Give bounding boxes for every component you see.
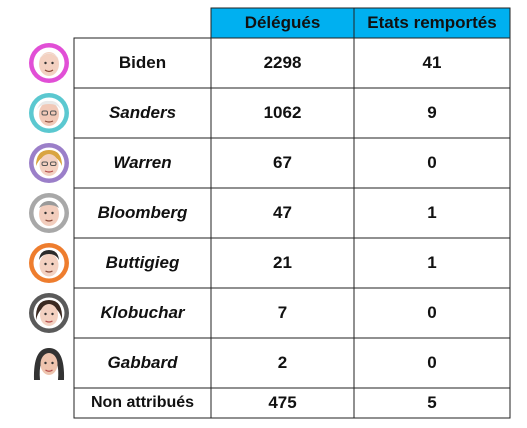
biden-avatar-icon	[28, 42, 70, 84]
states-won-value: 5	[427, 393, 437, 412]
candidate-name: Klobuchar	[100, 303, 185, 322]
candidate-name: Biden	[118, 53, 167, 72]
unassigned-label: Non attribués	[90, 394, 195, 411]
delegates-value: 2	[277, 353, 288, 372]
states-won-value: 0	[427, 353, 437, 372]
delegates-value: 67	[273, 153, 292, 172]
header-delegates: Délégués	[244, 13, 321, 32]
header-states-won: Etats remportés	[367, 13, 497, 32]
bloomberg-avatar-icon	[28, 192, 70, 234]
candidate-name: Buttigieg	[105, 253, 180, 272]
states-won-value: 9	[427, 103, 437, 122]
warren-avatar-icon	[28, 142, 70, 184]
buttigieg-avatar-icon	[28, 242, 70, 284]
candidate-name: Bloomberg	[97, 203, 188, 222]
states-won-value: 1	[427, 203, 437, 222]
delegates-value: 2298	[263, 53, 302, 72]
candidate-name: Warren	[113, 153, 172, 172]
delegates-value: 475	[268, 393, 297, 412]
candidate-name: Sanders	[108, 103, 177, 122]
states-won-value: 0	[427, 153, 437, 172]
delegates-value: 1062	[263, 103, 302, 122]
klobuchar-avatar-icon	[28, 292, 70, 334]
sanders-avatar-icon	[28, 92, 70, 134]
states-won-value: 41	[422, 53, 442, 72]
states-won-value: 0	[427, 303, 437, 322]
delegates-value: 21	[273, 253, 292, 272]
delegates-value: 7	[277, 303, 288, 322]
states-won-value: 1	[427, 253, 437, 272]
delegates-value: 47	[273, 203, 292, 222]
candidate-name: Gabbard	[107, 353, 178, 372]
gabbard-avatar-icon	[28, 342, 70, 384]
